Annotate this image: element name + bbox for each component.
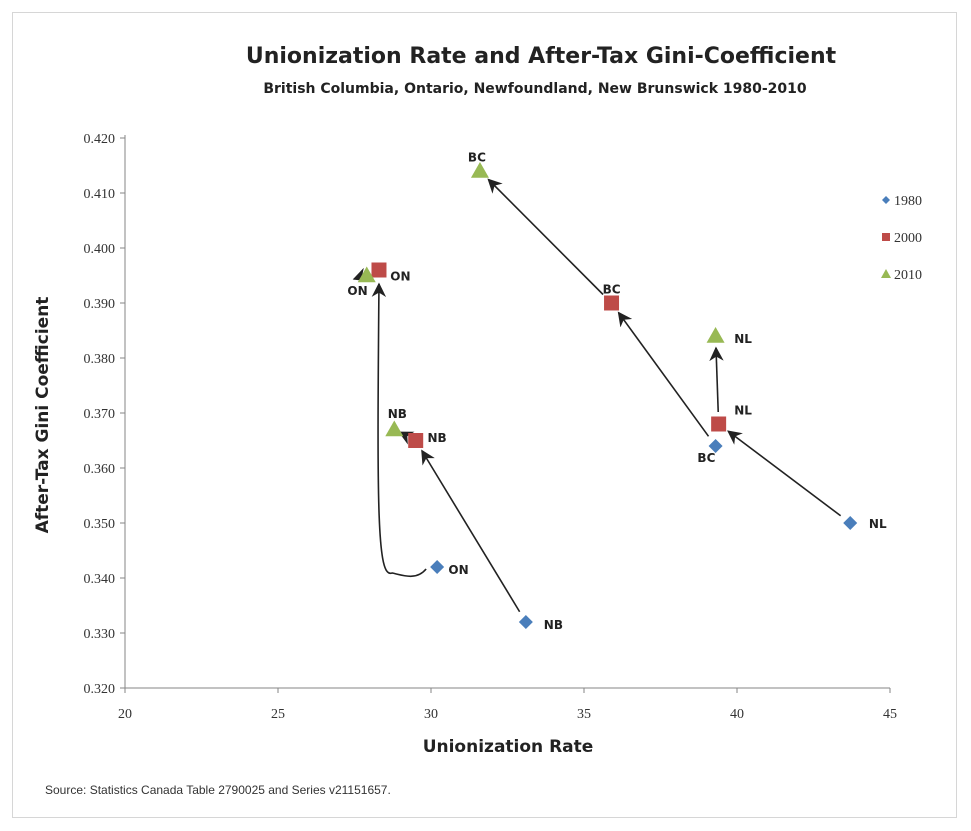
- point-1980-bc: [708, 439, 723, 453]
- point-1980-nl: [843, 516, 858, 530]
- chart-subtitle: British Columbia, Ontario, Newfoundland,…: [263, 81, 807, 97]
- point-label-nb: NB: [544, 618, 563, 632]
- point-1980-nb: [518, 615, 533, 629]
- arrow-nl-2000-2010: [709, 346, 724, 413]
- point-label-nb: NB: [428, 431, 447, 445]
- x-tick-label: 45: [883, 707, 897, 722]
- point-2000-nb: [408, 433, 424, 448]
- data-points: [357, 162, 858, 629]
- x-tick-label: 20: [118, 707, 132, 722]
- x-tick-label: 30: [424, 707, 438, 722]
- legend-item-2000: 2000: [882, 231, 922, 246]
- point-1980-on: [430, 560, 445, 574]
- point-label-on: ON: [347, 284, 367, 298]
- legend: 1980 2000 2010: [881, 194, 922, 283]
- point-label-nl: NL: [734, 332, 752, 346]
- point-label-on: ON: [448, 563, 468, 577]
- y-tick-label: 0.320: [84, 682, 116, 697]
- arrow-on-1980-2000: [371, 282, 427, 578]
- y-tick-label: 0.360: [84, 462, 116, 477]
- point-2010-nl: [706, 327, 725, 343]
- source-note: Source: Statistics Canada Table 2790025 …: [45, 783, 391, 797]
- x-axis-title: Unionization Rate: [423, 737, 594, 757]
- chart-frame: Unionization Rate and After-Tax Gini-Coe…: [12, 12, 957, 818]
- arrow-nb-1980-2000: [421, 449, 521, 613]
- arrows: [352, 178, 842, 613]
- point-label-on: ON: [390, 270, 410, 284]
- legend-item-1980: 1980: [882, 194, 922, 209]
- y-tick-label: 0.340: [84, 572, 116, 587]
- point-2010-nb: [385, 420, 404, 437]
- arrow-bc-2000-2010: [487, 178, 604, 296]
- y-axis-title: After-Tax Gini Coefficient: [33, 297, 53, 534]
- y-tick-label: 0.370: [84, 407, 116, 422]
- legend-marker: [882, 196, 890, 204]
- x-tick-label: 25: [271, 707, 285, 722]
- arrow-bc-1980-2000: [617, 311, 710, 437]
- y-tick-label: 0.390: [84, 297, 116, 312]
- y-tick-label: 0.400: [84, 242, 116, 257]
- legend-marker: [881, 269, 891, 278]
- point-2010-on: [357, 266, 376, 283]
- x-tick-label: 35: [577, 707, 591, 722]
- axes: 0.320 0.330 0.340 0.350 0.360 0.370 0.380 0.390…: [84, 132, 898, 722]
- y-tick-label: 0.350: [84, 517, 116, 532]
- legend-label: 1980: [894, 194, 922, 209]
- legend-item-2010: 2010: [881, 268, 922, 283]
- chart-canvas: Unionization Rate and After-Tax Gini-Coe…: [33, 44, 922, 797]
- y-tick-label: 0.330: [84, 627, 116, 642]
- legend-marker: [882, 233, 890, 241]
- point-2000-bc: [604, 295, 620, 311]
- y-tick-label: 0.410: [84, 187, 116, 202]
- y-tick-label: 0.380: [84, 352, 116, 367]
- y-tick-label: 0.420: [84, 132, 116, 147]
- point-labels: BC BC BC NL NL NL ON ON ON NB NB NB: [347, 150, 887, 632]
- point-label-nl: NL: [734, 403, 752, 417]
- point-label-nl: NL: [869, 517, 887, 531]
- point-label-bc: BC: [468, 150, 486, 164]
- point-label-bc: BC: [603, 282, 621, 296]
- point-2010-bc: [470, 162, 489, 178]
- chart-title: Unionization Rate and After-Tax Gini-Coe…: [246, 44, 837, 69]
- legend-label: 2010: [894, 268, 922, 283]
- x-tick-label: 40: [730, 707, 744, 722]
- point-2000-on: [371, 262, 387, 278]
- legend-label: 2000: [894, 231, 922, 246]
- point-label-bc: BC: [697, 451, 715, 465]
- arrow-nl-1980-2000: [727, 430, 842, 517]
- point-label-nb: NB: [388, 407, 407, 421]
- point-2000-nl: [711, 416, 727, 432]
